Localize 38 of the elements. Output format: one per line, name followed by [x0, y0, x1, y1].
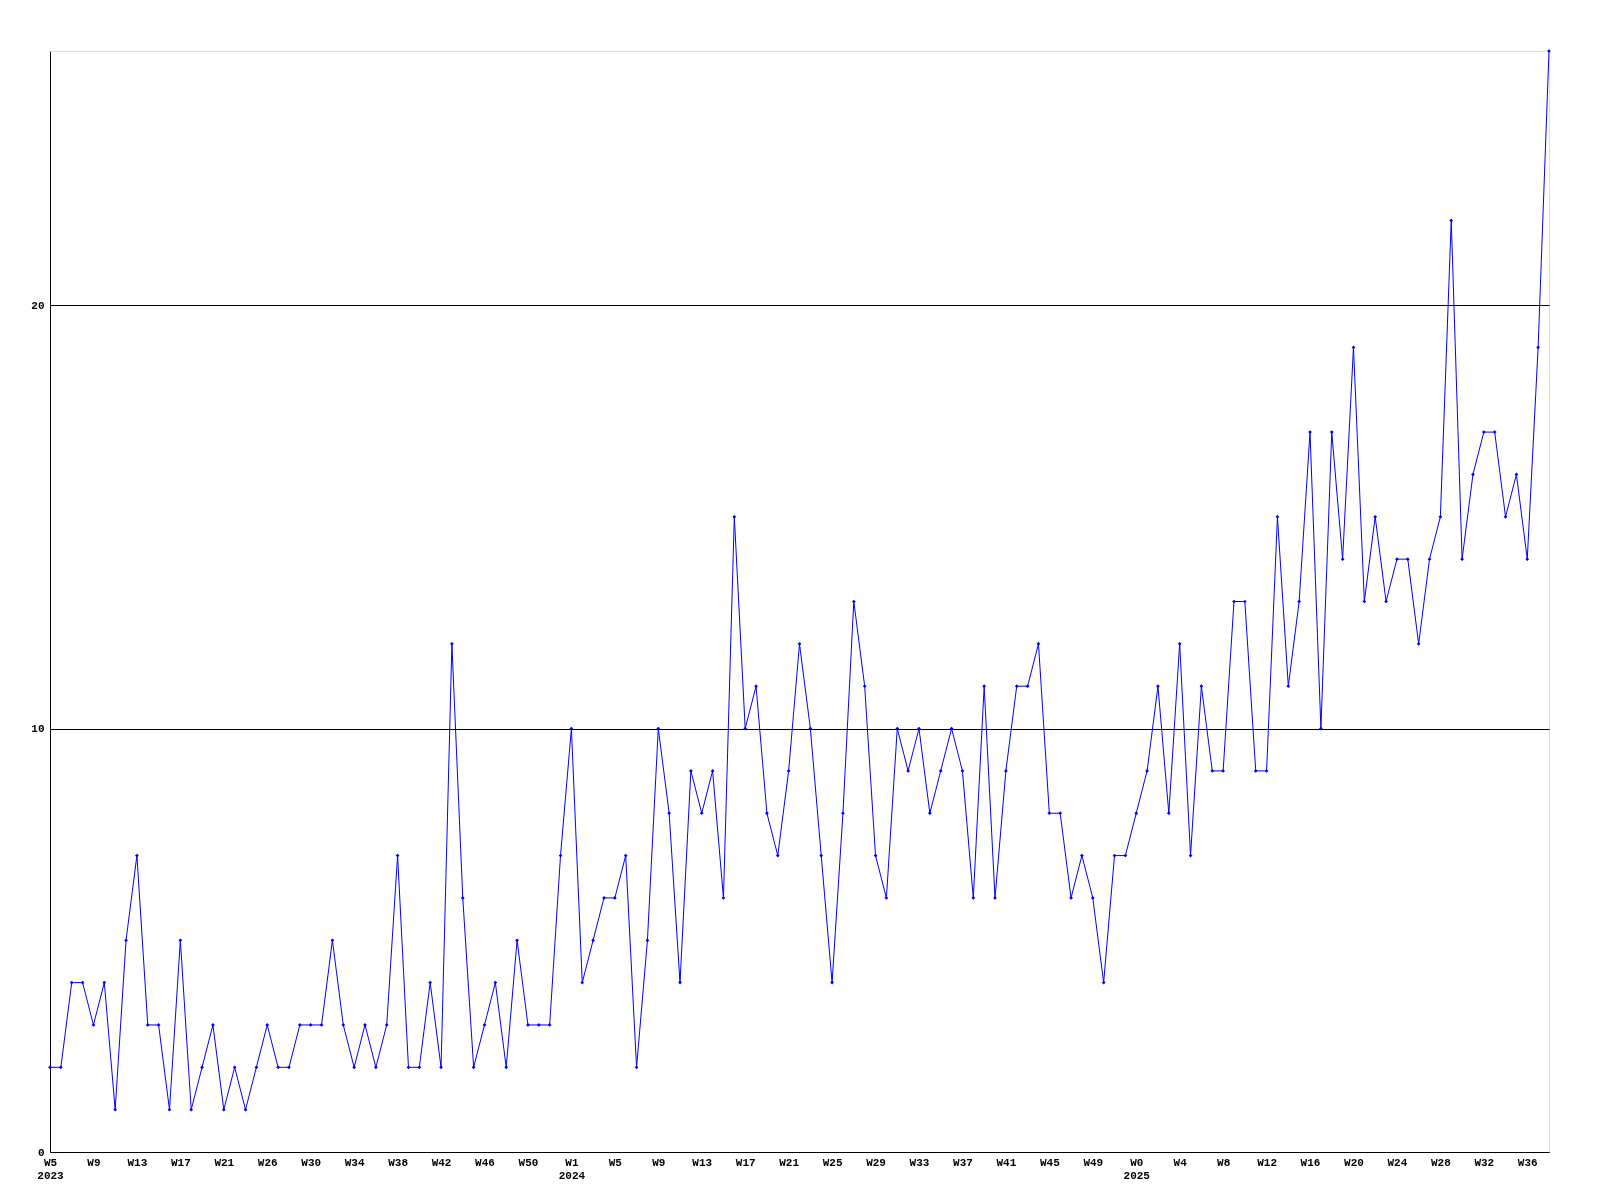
- x-tick-label: W33: [909, 1156, 930, 1169]
- x-tick-label: W36: [1517, 1156, 1538, 1169]
- x-tick-label: W30: [301, 1156, 322, 1169]
- x-tick-label: W41: [996, 1156, 1017, 1169]
- y-tick-label: 10: [31, 723, 45, 736]
- x-tick-label: W4: [1173, 1156, 1188, 1169]
- x-tick-label: W5: [608, 1156, 623, 1169]
- x-tick-label: W50: [518, 1156, 539, 1169]
- x-tick-label: W20: [1344, 1156, 1364, 1169]
- x-tick-label: W9: [652, 1156, 666, 1169]
- x-tick-label: W5 2023: [37, 1156, 65, 1182]
- x-tick-label: W12: [1257, 1156, 1277, 1169]
- x-tick-label: W21: [214, 1156, 235, 1169]
- x-tick-label: W17: [170, 1156, 191, 1169]
- y-tick-label: 20: [31, 299, 45, 312]
- x-tick-label: W37: [953, 1156, 973, 1169]
- x-tick-label: W1 2024: [558, 1156, 586, 1182]
- x-tick-label: W25: [822, 1156, 843, 1169]
- x-tick-label: W32: [1474, 1156, 1495, 1169]
- x-tick-label: W21: [779, 1156, 800, 1169]
- x-tick-label: W9: [87, 1156, 101, 1169]
- x-tick-label: W24: [1387, 1156, 1408, 1169]
- x-tick-label: W13: [692, 1156, 713, 1169]
- x-tick-label: W28: [1430, 1156, 1452, 1169]
- x-tick-label: W49: [1083, 1156, 1104, 1169]
- x-tick-label: W0 2025: [1123, 1156, 1151, 1182]
- y-tick-label: 0: [37, 1146, 45, 1159]
- x-tick-label: W38: [388, 1156, 409, 1169]
- x-tick-label: W8: [1217, 1156, 1231, 1169]
- x-tick-label: W46: [475, 1156, 495, 1169]
- x-tick-label: W26: [257, 1156, 278, 1169]
- x-tick-label: W42: [431, 1156, 452, 1169]
- x-tick-label: W45: [1039, 1156, 1061, 1169]
- x-tick-label: W17: [735, 1156, 756, 1169]
- x-tick-label: W29: [866, 1156, 886, 1169]
- x-tick-label: W16: [1300, 1156, 1321, 1169]
- x-tick-label: W34: [344, 1156, 365, 1169]
- x-tick-label: W13: [127, 1156, 148, 1169]
